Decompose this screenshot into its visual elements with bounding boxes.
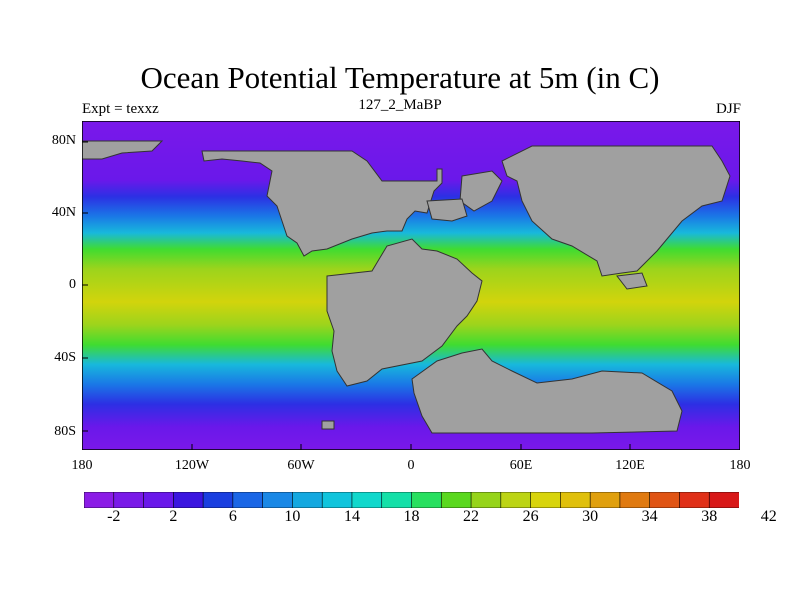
colorbar-label: 38: [701, 508, 718, 525]
temperature-map: [82, 121, 740, 450]
colorbar-swatch: [530, 492, 561, 508]
lon-label-0: 0: [407, 458, 415, 473]
colorbar-swatch: [411, 492, 442, 508]
land-greenland-arctic: [82, 140, 164, 160]
time-label: 127_2_MaBP: [358, 97, 442, 113]
lon-label-60w: 60W: [287, 458, 315, 473]
colorbar-swatch: [321, 492, 353, 508]
lat-label-0: 0: [69, 277, 76, 292]
colorbar-label: 42: [760, 508, 777, 525]
land-europe-small: [426, 198, 468, 222]
colorbar-label: 30: [582, 508, 599, 525]
colorbar-swatch: [113, 492, 145, 508]
season-label: DJF: [715, 101, 741, 117]
colorbar-swatch: [560, 492, 591, 508]
colorbar-swatch: [351, 492, 383, 508]
colorbar-label: -2: [107, 508, 121, 525]
colorbar-swatch: [202, 492, 234, 508]
colorbar-swatch: [84, 492, 115, 508]
colorbar-swatch: [143, 492, 174, 508]
land-antarctic-islands: [321, 420, 335, 430]
land-eurasia: [501, 145, 731, 277]
colorbar-swatch: [649, 492, 681, 508]
land-southeast-islands: [616, 272, 648, 290]
colorbar-label: 22: [463, 508, 480, 525]
colorbar-swatch: [173, 492, 204, 508]
lat-label-80n: 80N: [51, 133, 76, 148]
lon-label-120e: 120E: [615, 458, 645, 473]
colorbar-label: 6: [228, 508, 237, 525]
lat-label-80s: 80S: [54, 424, 76, 439]
colorbar-label: 10: [284, 508, 301, 525]
colorbar-label: 2: [169, 508, 178, 525]
colorbar-label: 14: [343, 508, 360, 525]
colorbar-swatch: [589, 492, 621, 508]
colorbar-label: 34: [641, 508, 658, 525]
colorbar-swatch: [440, 492, 472, 508]
colorbar-swatch: [470, 492, 502, 508]
lon-label-60e: 60E: [509, 458, 533, 473]
colorbar-swatch: [500, 492, 532, 508]
experiment-label: Expt = texxz: [82, 101, 159, 117]
land-north-america: [201, 150, 443, 257]
lon-label-180w: 180: [71, 458, 93, 473]
land-gondwana-east: [411, 348, 683, 434]
colorbar-swatch: [232, 492, 264, 508]
colorbar-swatch: [708, 492, 739, 508]
colorbar-swatch: [619, 492, 651, 508]
plot-title: Ocean Potential Temperature at 5m (in C): [140, 60, 660, 95]
colorbar-label: 26: [522, 508, 539, 525]
colorbar-swatch: [381, 492, 413, 508]
lat-label-40n: 40N: [51, 205, 76, 220]
colorbar-label: 18: [403, 508, 420, 525]
colorbar-swatch: [292, 492, 323, 508]
colorbar: [84, 492, 739, 508]
lon-label-120w: 120W: [174, 458, 210, 473]
land-gondwana-west: [326, 238, 483, 387]
colorbar-swatch: [262, 492, 294, 508]
colorbar-swatch: [679, 492, 710, 508]
lon-label-180e: 180: [729, 458, 751, 473]
lat-label-40s: 40S: [54, 350, 76, 365]
